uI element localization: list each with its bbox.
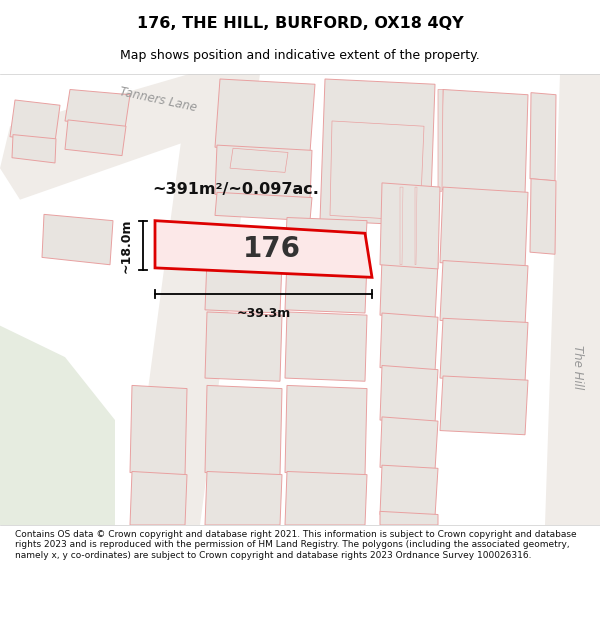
Polygon shape: [285, 312, 367, 381]
Polygon shape: [440, 318, 528, 382]
Text: ~18.0m: ~18.0m: [120, 218, 133, 272]
Polygon shape: [440, 89, 528, 194]
Polygon shape: [530, 179, 556, 254]
Polygon shape: [42, 214, 113, 265]
Text: The Hill: The Hill: [571, 346, 583, 390]
Polygon shape: [380, 417, 438, 471]
Polygon shape: [400, 187, 403, 265]
Polygon shape: [440, 376, 528, 435]
Polygon shape: [205, 259, 282, 313]
Polygon shape: [12, 134, 56, 163]
Polygon shape: [65, 120, 126, 156]
Polygon shape: [380, 366, 438, 423]
Text: ~39.3m: ~39.3m: [236, 307, 290, 320]
Text: Contains OS data © Crown copyright and database right 2021. This information is : Contains OS data © Crown copyright and d…: [15, 530, 577, 560]
Polygon shape: [10, 100, 60, 142]
Polygon shape: [380, 511, 438, 525]
Polygon shape: [440, 261, 528, 326]
Polygon shape: [285, 471, 367, 525]
Polygon shape: [545, 74, 600, 525]
Polygon shape: [415, 187, 417, 265]
Text: Map shows position and indicative extent of the property.: Map shows position and indicative extent…: [120, 49, 480, 62]
Polygon shape: [440, 187, 528, 268]
Polygon shape: [0, 74, 220, 199]
Polygon shape: [380, 465, 438, 517]
Polygon shape: [380, 259, 438, 319]
Polygon shape: [438, 89, 443, 191]
Polygon shape: [130, 471, 187, 525]
Polygon shape: [0, 326, 115, 525]
Polygon shape: [215, 192, 312, 221]
Polygon shape: [285, 217, 367, 261]
Polygon shape: [285, 386, 367, 476]
Polygon shape: [155, 221, 372, 278]
Polygon shape: [285, 259, 367, 313]
Polygon shape: [215, 79, 315, 152]
Polygon shape: [130, 386, 187, 476]
Polygon shape: [205, 471, 282, 525]
Text: Tanners Lane: Tanners Lane: [118, 86, 197, 114]
Polygon shape: [380, 183, 440, 269]
Polygon shape: [230, 148, 288, 173]
Text: 176: 176: [243, 235, 301, 263]
Text: ~391m²/~0.097ac.: ~391m²/~0.097ac.: [152, 182, 319, 197]
Polygon shape: [65, 89, 130, 128]
Polygon shape: [205, 312, 282, 381]
Text: 176, THE HILL, BURFORD, OX18 4QY: 176, THE HILL, BURFORD, OX18 4QY: [137, 16, 463, 31]
Polygon shape: [215, 145, 312, 199]
Polygon shape: [320, 79, 435, 226]
Polygon shape: [380, 313, 438, 372]
Polygon shape: [530, 92, 556, 181]
Polygon shape: [130, 74, 260, 525]
Polygon shape: [330, 121, 424, 221]
Polygon shape: [205, 386, 282, 476]
